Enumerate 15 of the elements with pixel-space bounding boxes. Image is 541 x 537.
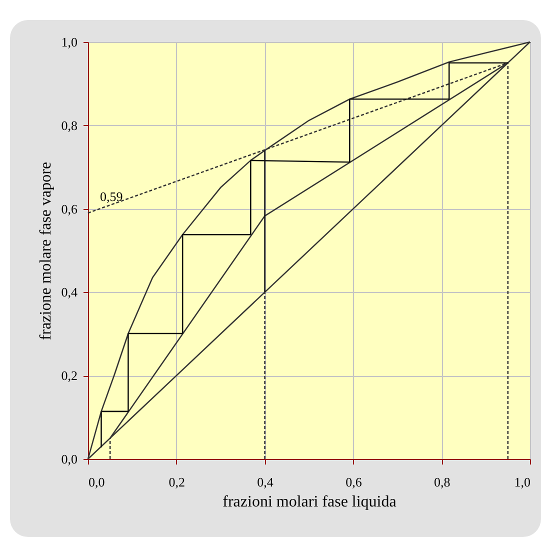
x-tick-label: 0,6 — [346, 474, 362, 490]
y-tick-label: 1,0 — [61, 34, 78, 50]
y-tick-label: 0,6 — [61, 201, 78, 216]
x-tick-label: 0,2 — [168, 474, 186, 490]
x-tick-label: 0,8 — [434, 474, 450, 490]
y-tick-label: 0,8 — [61, 118, 78, 133]
x-tick-label: 1,0 — [514, 474, 530, 490]
y-axis-title: frazione molare fase vapore — [37, 162, 54, 340]
x-tick-label: 0,0 — [88, 474, 105, 490]
y-tick-label: 0,0 — [61, 452, 78, 466]
annotation: 0,59 — [100, 188, 123, 204]
y-tick-label: 0,2 — [61, 368, 78, 384]
y-tick-label: 0,4 — [61, 284, 78, 300]
x-tick-label: 0,4 — [257, 474, 274, 490]
x-axis-title: frazioni molari fase liquida — [222, 494, 396, 510]
